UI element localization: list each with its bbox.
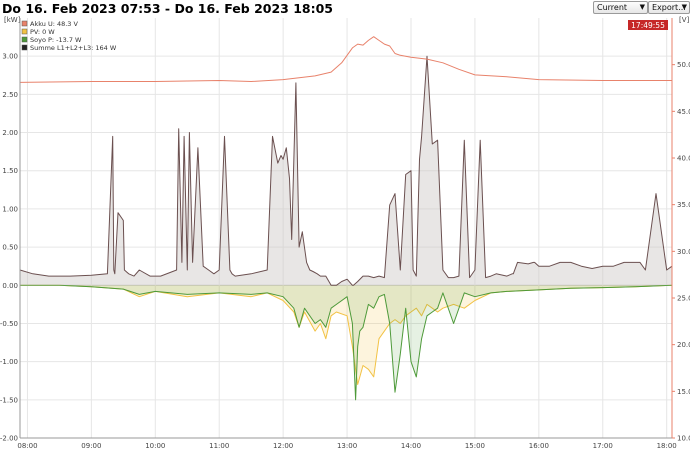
y-left-tick-label: -1.00 (0, 358, 18, 366)
y-right-tick-label: 30.0 (677, 248, 690, 256)
y-right-tick-label: 40.0 (677, 155, 690, 163)
y-left-tick-label: 2.00 (2, 129, 18, 137)
legend-label: Summe L1+L2+L3: 164 W (30, 44, 117, 52)
right-unit-label: [V] (679, 16, 690, 24)
y-right-tick-label: 20.0 (677, 341, 690, 349)
y-left-tick-label: 3.00 (2, 53, 18, 61)
x-tick-label: 09:00 (81, 442, 101, 450)
x-tick-label: 11:00 (209, 442, 229, 450)
y-right-tick-label: 45.0 (677, 108, 690, 116)
y-left-tick-label: 1.50 (2, 167, 18, 175)
chart-axes: [kW] [V] 3.00 2.50 2.00 1.50 1.00 0.50 0.00 -0.… (0, 16, 690, 450)
legend-label: Akku U: 48.3 V (30, 20, 79, 28)
series-line-akku-u (19, 36, 672, 83)
x-tick-label: 14:00 (401, 442, 421, 450)
legend-swatch (21, 20, 28, 27)
series-area-pv (20, 285, 672, 385)
legend-label: Soyo P: -13.7 W (30, 36, 82, 44)
y-left-tick-label: -0.50 (0, 320, 18, 328)
y-left-tick-label: -1.50 (0, 396, 18, 404)
x-tick-label: 16:00 (529, 442, 549, 450)
legend-swatch (21, 44, 28, 51)
chevron-down-icon: ▼ (639, 3, 645, 11)
x-tick-label: 17:00 (593, 442, 613, 450)
x-tick-label: 10:00 (145, 442, 165, 450)
clock-badge-bg (628, 20, 668, 30)
y-right-tick-label: 50.0 (677, 61, 690, 69)
y-right-tick-label: 25.0 (677, 295, 690, 303)
series-line-summe-l1-l2-l3 (19, 55, 673, 286)
y-left-tick-label: 0.50 (2, 244, 18, 252)
export-select-value: Export... (652, 3, 686, 12)
x-tick-label: 13:00 (337, 442, 357, 450)
x-tick-label: 12:00 (273, 442, 293, 450)
chevron-down-icon: ▼ (681, 3, 687, 11)
y-left-tick-label: 1.00 (2, 205, 18, 213)
x-tick-label: 18:00 (657, 442, 677, 450)
page-title: Do 16. Feb 2023 07:53 - Do 16. Feb 2023 … (2, 1, 333, 16)
y-right-tick-label: 15.0 (677, 388, 690, 396)
legend-label: PV: 0 W (30, 28, 55, 36)
y-left-tick-label: -2.00 (0, 435, 18, 443)
series-line-pv (20, 284, 673, 385)
x-tick-label: 08:00 (17, 442, 37, 450)
series-line-soyo-p (20, 284, 673, 401)
chart-grid (20, 18, 672, 439)
left-unit-label: [kW] (4, 16, 21, 24)
y-right-tick-label: 10.0 (677, 435, 690, 443)
legend-swatch (21, 36, 28, 43)
export-select[interactable]: Export... ▼ (648, 1, 690, 14)
legend-swatch (21, 28, 28, 35)
range-select-value: Current (597, 3, 628, 12)
range-select[interactable]: Current ▼ (593, 1, 648, 14)
y-left-tick-label: 0.00 (2, 282, 18, 290)
clock-badge: 17:49:55 (628, 20, 668, 30)
clock-badge-text: 17:49:55 (631, 21, 665, 30)
y-right-tick-label: 35.0 (677, 201, 690, 209)
x-tick-label: 15:00 (465, 442, 485, 450)
y-left-tick-label: 2.50 (2, 91, 18, 99)
chart-series (19, 36, 673, 401)
